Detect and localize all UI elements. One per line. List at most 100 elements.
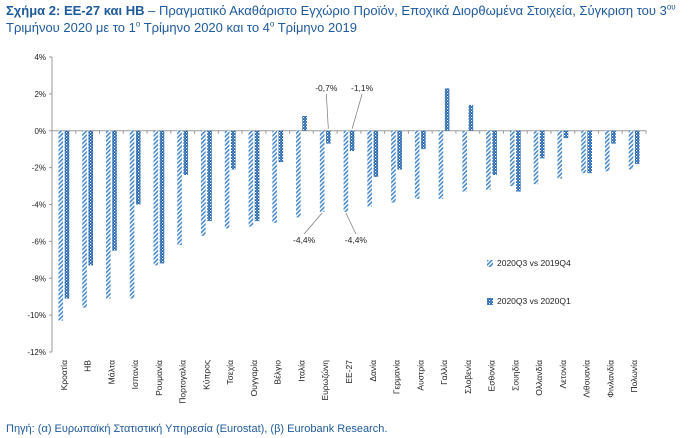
bar-vs-2019q4 xyxy=(296,130,301,218)
category-label: Σουηδία xyxy=(510,360,520,391)
category-label: Μάλτα xyxy=(106,360,116,384)
bar-vs-2020q1 xyxy=(421,130,426,150)
bar-vs-2020q1 xyxy=(278,130,284,163)
bar-vs-2020q1 xyxy=(183,130,189,175)
category-label: Ολλανδία xyxy=(534,360,544,396)
category-label: Ισπανία xyxy=(130,360,140,389)
bar-vs-2019q4 xyxy=(82,130,87,308)
bar-vs-2019q4 xyxy=(581,130,586,174)
annotations: -0,7% -1,1% -4,4% -4,4% xyxy=(293,83,374,245)
y-tick-label: -8% xyxy=(32,274,46,283)
annotation-leader xyxy=(351,93,363,129)
bar-vs-2020q1 xyxy=(373,130,379,177)
category-label: Λετονία xyxy=(558,360,568,389)
category-label: Γαλλία xyxy=(439,360,449,385)
category-label: Φινλανδία xyxy=(605,360,615,398)
source-note: Πηγή: (α) Ευρωπαϊκή Στατιστική Υπηρεσία … xyxy=(6,423,388,435)
y-tick-label: -6% xyxy=(32,237,46,246)
bar-vs-2020q1 xyxy=(468,104,474,131)
bar-vs-2019q4 xyxy=(604,130,610,172)
bar-vs-2020q1 xyxy=(634,130,640,164)
bar-vs-2019q4 xyxy=(628,130,634,170)
category-label: Ιταλία xyxy=(296,360,306,382)
bar-vs-2020q1 xyxy=(349,130,355,152)
legend-label: 2020Q3 vs 2020Q1 xyxy=(497,296,571,306)
bar-vs-2019q4 xyxy=(486,130,491,190)
bar-vs-2020q1 xyxy=(231,130,236,170)
category-label: ΗΒ xyxy=(83,360,93,372)
category-label: Κύπρος xyxy=(201,360,211,390)
data-annotation: -4,4% xyxy=(293,235,316,245)
bar-vs-2019q4 xyxy=(414,130,420,199)
category-label: Εσθονία xyxy=(487,360,497,392)
category-label: Σλοβενία xyxy=(463,360,473,394)
y-tick-label: -2% xyxy=(32,164,46,173)
y-tick-label: -12% xyxy=(27,348,46,357)
data-annotation: -1,1% xyxy=(351,83,374,93)
bar-vs-2020q1 xyxy=(611,130,616,144)
bar-vs-2019q4 xyxy=(509,130,515,187)
bar-vs-2020q1 xyxy=(159,130,165,264)
bar-vs-2020q1 xyxy=(563,130,569,139)
bar-vs-2019q4 xyxy=(319,130,325,212)
data-annotation: -4,4% xyxy=(345,235,368,245)
category-label: Κροατία xyxy=(59,360,69,390)
category-label: Ευρωζώνη xyxy=(320,360,330,401)
bar-vs-2020q1 xyxy=(326,130,331,144)
bar-vs-2020q1 xyxy=(64,130,70,299)
y-tick-label: 4% xyxy=(34,53,46,62)
bar-vs-2019q4 xyxy=(557,130,563,179)
y-tick-label: 2% xyxy=(34,90,46,99)
bar-vs-2020q1 xyxy=(254,130,260,222)
title-sup-a: ου xyxy=(666,2,676,12)
bar-vs-2020q1 xyxy=(112,130,117,251)
bar-vs-2020q1 xyxy=(444,88,450,131)
title-sup-b: ο xyxy=(135,19,141,29)
bar-vs-2019q4 xyxy=(129,130,135,299)
chart-title: Σχήμα 2: ΕΕ-27 και ΗΒ – Πραγματικό Ακαθά… xyxy=(6,2,696,36)
bar-chart: 4% 2% 0% -2% -4% -6% -8% -10% -12% Κροατία ΗΒ Μάλτ… xyxy=(27,53,647,404)
legend: 2020Q3 vs 2019Q4 2020Q3 vs 2020Q1 xyxy=(487,258,571,306)
data-annotation: -0,7% xyxy=(315,83,338,93)
bar-vs-2019q4 xyxy=(343,130,349,212)
title-text-a: – Πραγματικό Ακαθάριστο Εγχώριο Προϊόν, … xyxy=(144,3,667,18)
title-text-d: Τρίμηνο 2019 xyxy=(274,20,357,35)
bar-vs-2019q4 xyxy=(533,130,539,185)
bar-vs-2020q1 xyxy=(516,130,521,192)
annotation-leader xyxy=(345,212,357,235)
bar-vs-2019q4 xyxy=(224,130,230,229)
bars xyxy=(58,88,640,321)
bar-vs-2019q4 xyxy=(272,130,277,223)
y-tick-label: 0% xyxy=(34,127,46,136)
bar-vs-2020q1 xyxy=(587,130,592,174)
bar-vs-2019q4 xyxy=(58,130,64,321)
bar-vs-2019q4 xyxy=(106,130,111,299)
category-label: Ρουμανία xyxy=(154,360,164,396)
bar-vs-2019q4 xyxy=(438,130,444,199)
bar-vs-2020q1 xyxy=(302,116,307,131)
title-text-c: Τρίμηνο 2020 και το 4 xyxy=(140,20,270,35)
category-label: Ουγγαρία xyxy=(249,360,259,396)
y-axis: 4% 2% 0% -2% -4% -6% -8% -10% -12% xyxy=(27,53,647,357)
category-label: Λιθουανία xyxy=(582,360,592,398)
category-label: ΕΕ-27 xyxy=(344,360,354,384)
title-sup-c: ο xyxy=(269,19,275,29)
legend-label: 2020Q3 vs 2019Q4 xyxy=(497,258,571,268)
y-tick-label: -10% xyxy=(27,311,46,320)
legend-swatch xyxy=(487,260,493,267)
bar-vs-2020q1 xyxy=(397,130,402,170)
bar-vs-2020q1 xyxy=(88,130,94,266)
category-label: Γερμανία xyxy=(392,360,402,394)
bar-vs-2019q4 xyxy=(153,130,159,266)
category-label: Τσεχία xyxy=(225,360,235,385)
x-axis-labels: Κροατία ΗΒ Μάλτα Ισπανία Ρουμανία Πορτογαλία Κ… xyxy=(59,360,639,404)
legend-swatch xyxy=(487,298,493,305)
category-label: Πορτογαλία xyxy=(178,360,188,404)
bar-vs-2019q4 xyxy=(391,130,396,203)
category-label: Πολωνία xyxy=(629,360,639,393)
bar-vs-2019q4 xyxy=(201,130,206,236)
title-text-b: Τριμήνου 2020 με το 1 xyxy=(6,20,136,35)
category-label: Βέλγιο xyxy=(273,360,283,385)
bar-vs-2020q1 xyxy=(207,130,212,222)
bar-vs-2020q1 xyxy=(135,130,141,205)
